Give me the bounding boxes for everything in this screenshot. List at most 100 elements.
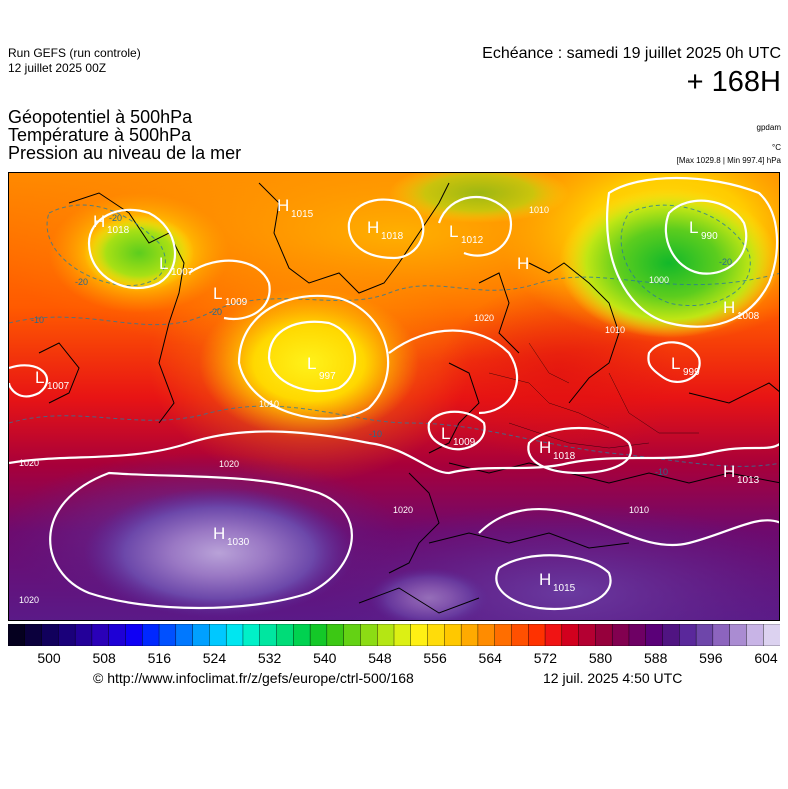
pressure-centers: H 1018 H 1015 H 1018 L 1012 H L 990 L 1007 L 10… <box>35 196 760 594</box>
isobars <box>9 176 779 610</box>
color-scale-swatch <box>729 623 748 647</box>
pressure-center: H 1018 <box>367 218 404 242</box>
title-geopotential: Géopotentiel à 500hPa <box>8 107 193 127</box>
svg-text:H: H <box>723 462 735 481</box>
color-scale-swatch <box>662 623 680 647</box>
isobar-label: 1010 <box>629 505 649 515</box>
pressure-center: L 1007 <box>159 254 194 278</box>
map-canvas: H 1018 H 1015 H 1018 L 1012 H L 990 L 1007 L 10… <box>9 173 779 620</box>
color-scale <box>7 623 781 647</box>
color-scale-swatch <box>225 623 244 647</box>
svg-text:1008: 1008 <box>737 311 760 322</box>
color-scale-swatch <box>158 623 177 647</box>
temperature-label: -20 <box>209 307 222 317</box>
color-scale-swatch <box>360 623 378 647</box>
isobar-label: 1020 <box>474 313 494 323</box>
color-scale-swatch <box>561 623 580 647</box>
svg-text:L: L <box>449 222 458 241</box>
color-scale-swatch <box>192 623 210 647</box>
svg-text:H: H <box>539 570 551 589</box>
source-url[interactable]: © http://www.infoclimat.fr/z/gefs/europe… <box>93 670 414 686</box>
color-scale-swatch <box>528 623 546 647</box>
svg-text:1018: 1018 <box>381 231 404 242</box>
svg-text:1007: 1007 <box>47 381 70 392</box>
color-scale-tick: 604 <box>754 650 778 666</box>
svg-text:H: H <box>213 524 225 543</box>
color-scale-tick: 532 <box>257 650 282 666</box>
color-scale-swatch <box>763 623 781 647</box>
color-scale-swatch <box>712 623 731 647</box>
unit-geopotential: gpdam <box>756 123 781 132</box>
isobar-label: 1000 <box>649 275 669 285</box>
svg-text:1015: 1015 <box>291 209 314 220</box>
color-scale-swatch <box>24 623 43 647</box>
svg-text:H: H <box>93 212 105 231</box>
color-scale-swatch <box>611 623 630 647</box>
run-date: 12 juillet 2025 00Z <box>8 61 107 75</box>
color-scale-tick: 516 <box>147 650 171 666</box>
svg-text:1012: 1012 <box>461 235 484 246</box>
svg-text:997: 997 <box>319 371 336 382</box>
color-scale-swatch <box>410 623 429 647</box>
color-scale-swatch <box>91 623 110 647</box>
color-scale-tick: 540 <box>313 650 337 666</box>
temperature-label: -20 <box>75 277 88 287</box>
color-scale-swatch <box>427 623 445 647</box>
temperature-label: -10 <box>655 467 668 477</box>
color-scale-swatch <box>477 623 496 647</box>
unit-temperature: °C <box>772 143 781 152</box>
forecast-map[interactable]: H 1018 H 1015 H 1018 L 1012 H L 990 L 1007 L 10… <box>8 172 780 621</box>
pressure-center: H 1018 <box>93 212 130 236</box>
color-scale-swatch <box>595 623 613 647</box>
pressure-center: H 1030 <box>213 524 250 548</box>
svg-text:999: 999 <box>683 367 700 378</box>
pressure-center: H 1008 <box>723 298 760 322</box>
color-scale-tick: 588 <box>644 650 668 666</box>
color-scale-swatch <box>494 623 513 647</box>
isobar-label: 1020 <box>219 459 239 469</box>
color-scale-swatch <box>125 623 143 647</box>
run-model: Run GEFS (run controle) <box>8 46 141 60</box>
temperature-label: -10 <box>369 429 382 439</box>
color-scale-swatch <box>628 623 647 647</box>
pressure-range: [Max 1029.8 | Min 997.4] hPa <box>676 156 781 165</box>
svg-text:H: H <box>723 298 735 317</box>
color-scale-tick: 500 <box>37 650 61 666</box>
svg-text:1009: 1009 <box>453 437 476 448</box>
forecast-horizon: + 168H <box>686 66 781 98</box>
run-info: Run GEFS (run controle) 12 juillet 2025 … <box>8 46 141 76</box>
svg-text:H: H <box>277 196 289 215</box>
svg-text:H: H <box>367 218 379 237</box>
color-scale-swatch <box>74 623 93 647</box>
color-scale-swatch <box>695 623 714 647</box>
svg-text:1018: 1018 <box>553 451 576 462</box>
color-scale-swatch <box>460 623 479 647</box>
svg-text:1018: 1018 <box>107 225 130 236</box>
svg-text:990: 990 <box>701 231 718 242</box>
pressure-center: H 1013 <box>723 462 760 486</box>
color-scale-swatch <box>293 623 311 647</box>
pressure-center: L 1007 <box>35 368 70 392</box>
pressure-center: H 1018 <box>539 438 576 462</box>
svg-text:1030: 1030 <box>227 537 250 548</box>
color-scale-swatch <box>377 623 395 647</box>
color-scale-swatch <box>242 623 261 647</box>
color-scale-swatch <box>209 623 227 647</box>
color-scale-tick: 596 <box>699 650 723 666</box>
svg-text:1009: 1009 <box>225 297 248 308</box>
color-scale-tick: 556 <box>423 650 447 666</box>
svg-text:1007: 1007 <box>171 267 194 278</box>
svg-text:L: L <box>441 424 450 443</box>
color-scale-swatch <box>578 623 596 647</box>
pressure-center: H 1015 <box>277 196 314 220</box>
isobar-label: 1010 <box>259 399 279 409</box>
svg-text:1013: 1013 <box>737 475 760 486</box>
color-scale-bar <box>7 623 781 647</box>
temperature-label: -20 <box>719 257 732 267</box>
color-scale-swatch <box>276 623 294 647</box>
color-scale-tick: 572 <box>533 650 558 666</box>
color-scale-swatch <box>393 623 412 647</box>
isobar-label: 1020 <box>19 595 39 605</box>
color-scale-tick: 580 <box>588 650 613 666</box>
coastlines <box>38 182 779 614</box>
